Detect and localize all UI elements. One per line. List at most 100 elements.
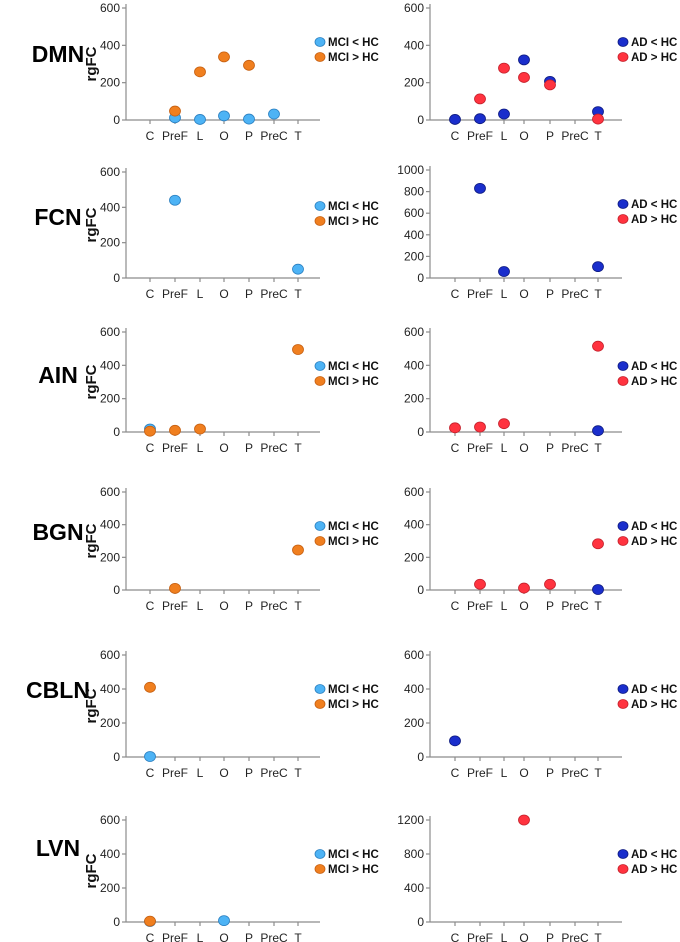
x-tick-label: L — [501, 599, 508, 613]
chart-panel-bgn-ad: 0 200 400 600 C PreF L O P PreC T AD < HC AD > HC — [404, 485, 677, 613]
y-tick-label: 400 — [404, 38, 424, 52]
y-tick-label: 600 — [404, 648, 424, 662]
data-point — [144, 681, 156, 693]
data-point — [498, 418, 510, 430]
x-tick-label: L — [197, 931, 204, 942]
data-point — [474, 93, 486, 105]
legend-marker — [314, 864, 326, 874]
x-tick-label: O — [519, 441, 528, 455]
y-tick-label: 200 — [404, 716, 424, 730]
legend-label: MCI > HC — [328, 699, 379, 711]
y-tick-label: 0 — [113, 113, 120, 127]
y-axis-label: rgFC — [83, 523, 100, 558]
x-tick-label: P — [546, 129, 554, 143]
x-tick-label: C — [146, 129, 155, 143]
network-labels: DMN FCN AIN BGN CBLN LVN — [26, 41, 90, 861]
x-tick-label: PreF — [467, 766, 493, 780]
x-tick-label: O — [219, 599, 228, 613]
x-tick-label: L — [501, 129, 508, 143]
legend-label: MCI < HC — [328, 684, 379, 696]
legend-marker — [617, 864, 629, 874]
network-label: BGN — [32, 519, 83, 545]
x-tick-label: T — [294, 766, 302, 780]
chart-panel-ain-ad: 0 200 400 600 C PreF L O P PreC T AD < HC AD > HC — [404, 325, 677, 455]
x-tick-label: P — [546, 931, 554, 942]
data-point — [144, 915, 156, 927]
y-axis-label: rgFC — [83, 207, 100, 242]
legend-marker — [314, 37, 326, 47]
data-point — [592, 584, 604, 595]
x-tick-label: P — [546, 766, 554, 780]
x-tick-label: L — [501, 766, 508, 780]
x-tick-label: PreC — [561, 287, 589, 301]
data-point — [592, 538, 604, 550]
x-tick-label: C — [146, 931, 155, 942]
y-tick-label: 400 — [100, 682, 120, 696]
data-point — [592, 425, 604, 437]
data-point — [218, 110, 230, 122]
x-tick-label: O — [219, 441, 228, 455]
data-point — [169, 105, 181, 117]
y-tick-label: 400 — [404, 518, 424, 532]
x-tick-label: PreC — [260, 287, 288, 301]
legend-label: AD < HC — [631, 521, 677, 533]
x-tick-label: C — [451, 129, 460, 143]
chart-panel-dmn-ad: 0 200 400 600 C PreF L O P PreC T AD < HC AD > HC — [404, 1, 677, 143]
x-tick-label: O — [519, 931, 528, 942]
data-point — [474, 578, 486, 590]
legend-marker — [314, 521, 326, 531]
y-tick-label: 600 — [404, 325, 424, 339]
y-tick-label: 0 — [417, 750, 424, 764]
data-point — [449, 422, 461, 434]
data-point — [474, 182, 486, 194]
legend-label: AD < HC — [631, 37, 677, 49]
x-tick-label: PreF — [467, 287, 493, 301]
x-tick-label: T — [594, 441, 602, 455]
legend-marker — [617, 684, 629, 694]
legend-label: AD > HC — [631, 864, 677, 876]
data-point — [474, 113, 486, 125]
y-tick-label: 200 — [100, 76, 120, 90]
y-tick-label: 600 — [404, 206, 424, 220]
x-tick-label: P — [546, 599, 554, 613]
legend-marker — [314, 52, 326, 62]
y-tick-label: 200 — [404, 392, 424, 406]
data-point — [243, 59, 255, 71]
legend-label: AD > HC — [631, 699, 677, 711]
x-tick-label: C — [146, 599, 155, 613]
y-tick-label: 1000 — [397, 163, 424, 177]
data-point — [169, 424, 181, 436]
x-tick-label: T — [594, 931, 602, 942]
legend-marker — [617, 849, 629, 859]
data-point — [592, 113, 604, 125]
x-tick-label: T — [594, 287, 602, 301]
y-axis-label: rgFC — [83, 688, 100, 723]
y-tick-label: 400 — [404, 228, 424, 242]
x-tick-label: L — [501, 287, 508, 301]
x-tick-label: PreC — [561, 931, 589, 942]
y-tick-label: 200 — [100, 236, 120, 250]
legend-label: AD < HC — [631, 849, 677, 861]
x-tick-label: C — [451, 441, 460, 455]
x-tick-label: P — [245, 931, 253, 942]
x-tick-label: O — [219, 287, 228, 301]
legend-marker — [314, 684, 326, 694]
x-tick-label: PreC — [260, 766, 288, 780]
data-point — [169, 194, 181, 206]
network-label: LVN — [36, 835, 80, 861]
data-point — [292, 544, 304, 556]
data-point — [144, 425, 156, 437]
y-tick-label: 400 — [100, 38, 120, 52]
x-tick-label: PreC — [561, 766, 589, 780]
x-tick-label: P — [546, 441, 554, 455]
y-tick-label: 0 — [113, 915, 120, 929]
y-tick-label: 0 — [417, 915, 424, 929]
data-point — [218, 51, 230, 63]
x-tick-label: L — [197, 599, 204, 613]
